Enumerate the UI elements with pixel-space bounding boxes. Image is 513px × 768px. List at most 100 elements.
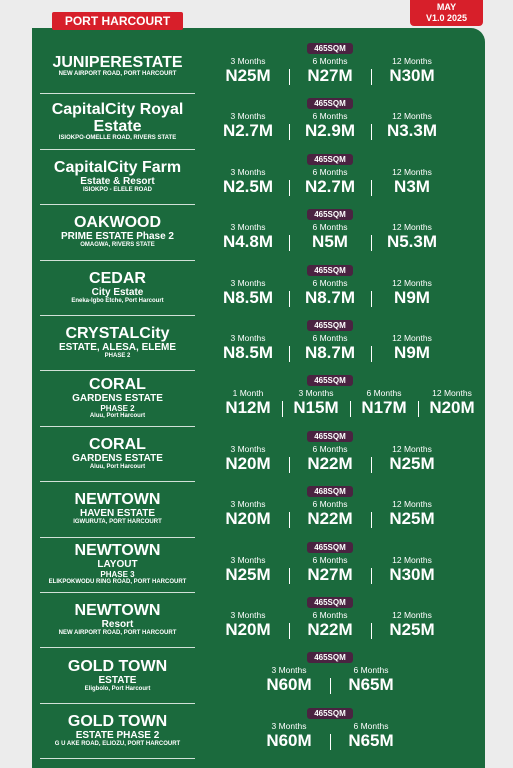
version-badge: MAY V1.0 2025 xyxy=(410,0,483,26)
price: N17M xyxy=(361,398,407,418)
period: 3 Months xyxy=(230,111,266,122)
plot-size: 465SQM xyxy=(307,707,353,719)
price: N4.8M xyxy=(222,232,274,252)
period: 6 Months xyxy=(312,499,348,510)
estate-location: Eneka-Igbo Etche, Port Harcourt xyxy=(71,297,164,304)
estate-location: OMAGWA, RIVERS STATE xyxy=(80,242,155,249)
estate-logo: CORAL GARDENS ESTATE PHASE 2 Aluu, Port Har… xyxy=(40,372,195,423)
period: 6 Months xyxy=(366,388,402,399)
period: 3 Months xyxy=(298,388,334,399)
plot-size: 465SQM xyxy=(307,98,353,110)
period: 1 Month xyxy=(232,388,264,399)
period: 12 Months xyxy=(392,166,432,177)
period: 12 Months xyxy=(392,277,432,288)
version-line: MAY xyxy=(436,2,457,12)
panel xyxy=(32,28,485,768)
logo-line: CapitalCity Farm xyxy=(53,158,182,176)
price-divider xyxy=(371,512,372,529)
price: N22M xyxy=(307,509,353,529)
price: N27M xyxy=(307,564,353,584)
price: N5M xyxy=(312,232,348,252)
estate-location: ISIOKPO - ELELE ROAD xyxy=(82,186,152,193)
price-divider xyxy=(371,456,372,473)
plot-size: 465SQM xyxy=(307,209,353,221)
estate-location: G U AKE ROAD, ELIOZU, PORT HARCOURT xyxy=(54,740,181,747)
period: 6 Months xyxy=(353,665,389,676)
estate-location: Eligbolo, Port Harcourt xyxy=(84,685,151,692)
period: 6 Months xyxy=(312,554,348,565)
plot-size: 465SQM xyxy=(307,597,353,608)
logo-line: PRIME ESTATE Phase 2 xyxy=(61,231,174,243)
period: 12 Months xyxy=(432,388,472,399)
period: 12 Months xyxy=(392,554,432,565)
price-divider xyxy=(418,401,419,418)
row-separator xyxy=(40,592,195,593)
price: N2.7M xyxy=(222,121,274,141)
estate-logo: NEWTOWN Resort NEW AIRPORT ROAD, PORT HARC… xyxy=(40,594,195,645)
price: N2.7M xyxy=(304,176,356,196)
period: 6 Months xyxy=(312,222,348,233)
period: 6 Months xyxy=(312,166,348,177)
price-divider xyxy=(371,235,372,252)
price: N12M xyxy=(225,398,271,418)
estate-location: Aluu, Port Harcourt xyxy=(89,463,146,470)
plot-size: 465SQM xyxy=(307,153,353,165)
logo-line: CRYSTALCity xyxy=(65,325,170,343)
price-divider xyxy=(371,346,372,362)
period: 3 Months xyxy=(230,499,266,510)
price: N2.5M xyxy=(222,176,274,196)
period: 12 Months xyxy=(392,610,432,620)
row-separator xyxy=(40,315,195,316)
price-divider xyxy=(289,290,290,307)
price-divider xyxy=(350,401,351,418)
logo-line: CORAL xyxy=(89,376,146,394)
row-separator xyxy=(40,425,195,427)
price-divider xyxy=(289,456,290,473)
price-divider xyxy=(289,512,290,529)
price: N15M xyxy=(293,398,339,418)
logo-line: GARDENS ESTATE xyxy=(72,452,163,464)
plot-size: 465SQM xyxy=(307,320,353,331)
price: N8.5M xyxy=(222,343,274,362)
price-divider xyxy=(289,179,290,196)
period: 3 Months xyxy=(230,277,266,288)
plot-size: 465SQM xyxy=(307,375,353,387)
price: N20M xyxy=(225,509,271,529)
row-separator xyxy=(40,647,195,649)
logo-line: JUNIPERESTATE xyxy=(52,53,183,71)
price: N8.5M xyxy=(222,287,274,307)
price-divider xyxy=(371,179,372,196)
logo-line: GOLD TOWN xyxy=(67,712,168,730)
price: N9M xyxy=(394,343,430,362)
logo-line: ESTATE xyxy=(98,674,137,686)
price-divider xyxy=(371,567,372,584)
period: 3 Months xyxy=(230,333,266,343)
period: 6 Months xyxy=(312,443,348,454)
estate-location: NEW AIRPORT ROAD, PORT HARCOURT xyxy=(58,630,177,637)
price: N60M xyxy=(266,730,312,750)
price: N30M xyxy=(389,66,435,85)
row-separator xyxy=(40,370,195,372)
period: 3 Months xyxy=(230,610,266,620)
price-divider xyxy=(371,69,372,85)
plot-size: 465SQM xyxy=(307,430,353,442)
logo-line: Estate & Resort xyxy=(80,175,155,187)
period: 3 Months xyxy=(271,720,307,731)
estate-logo: CRYSTALCity ESTATE, ALESA, ELEME PHASE 2 xyxy=(40,317,195,368)
price: N25M xyxy=(225,564,271,584)
price: N25M xyxy=(225,66,271,85)
plot-size: 465SQM xyxy=(307,43,353,54)
period: 6 Months xyxy=(312,277,348,288)
price: N22M xyxy=(307,453,353,473)
period: 3 Months xyxy=(230,166,266,177)
price-divider xyxy=(289,69,290,85)
estate-logo: CapitalCity Farm Estate & Resort ISIOKPO -… xyxy=(40,151,195,202)
price: N22M xyxy=(307,620,353,639)
row-separator xyxy=(40,204,195,206)
estate-logo: NEWTOWN LAYOUT PHASE 3 ELIKPOKWODU RING ROA… xyxy=(40,539,195,590)
estate-logo: OAKWOOD PRIME ESTATE Phase 2 OMAGWA, RIVER… xyxy=(40,206,195,257)
period: 12 Months xyxy=(392,333,432,343)
logo-line: GOLD TOWN xyxy=(67,657,168,675)
